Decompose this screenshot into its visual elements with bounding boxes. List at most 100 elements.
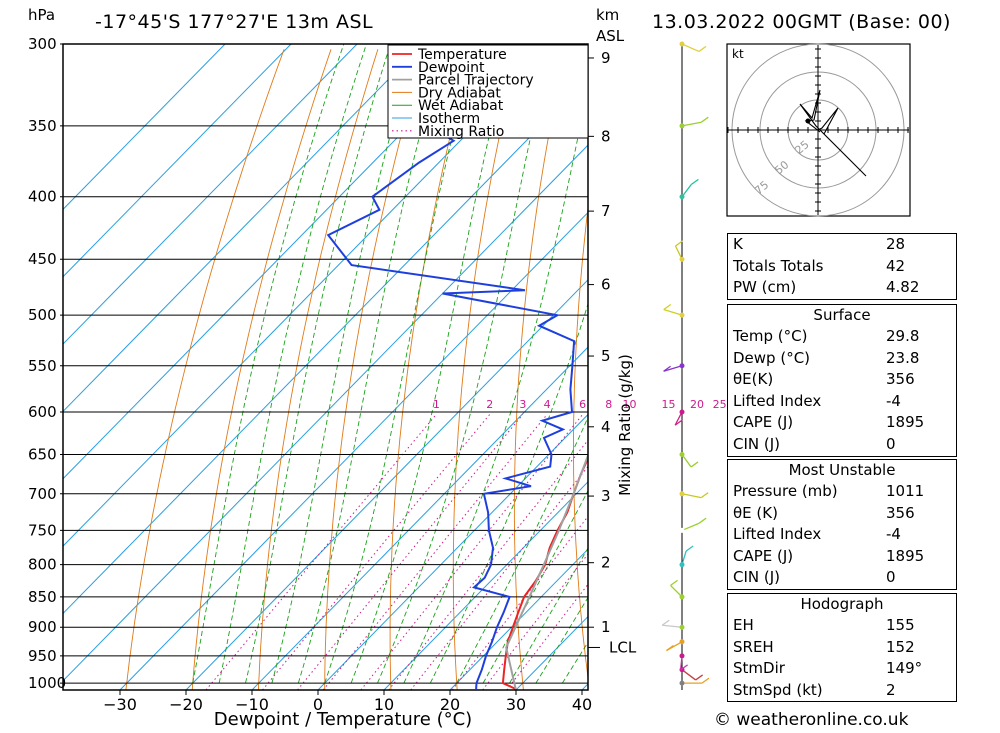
pressure-unit-label: hPa: [28, 6, 55, 24]
legend-entry: Parcel Trajectory: [418, 73, 534, 89]
dry-adiabat-line: [686, 49, 722, 690]
dry-adiabat-line: [631, 49, 660, 690]
mu-theta-value: 356: [886, 503, 915, 522]
legend-entry: Dewpoint: [418, 60, 485, 76]
wind-barb-flag: [675, 240, 683, 247]
wet-adiabat-line: [245, 44, 391, 684]
wind-barb-flag: [698, 45, 707, 52]
isotherm-line: [63, 144, 588, 682]
location-title: -17°45'S 177°27'E 13m ASL: [95, 11, 373, 33]
isotherm-line: [449, 548, 588, 690]
isotherm-line: [63, 44, 424, 413]
mu-li-value: -4: [886, 525, 901, 544]
mu-cin-value: 0: [886, 568, 896, 587]
surface-temp-value: 29.8: [886, 327, 920, 345]
temperature-line: [501, 456, 588, 690]
x-tick-label: 20: [440, 695, 460, 714]
surface-cape-value: 1895: [886, 413, 925, 432]
legend-entry: Dry Adiabat: [418, 85, 501, 101]
mu-cin-label: CIN (J): [733, 568, 781, 587]
wet-adiabat-line: [456, 416, 588, 684]
dry-adiabat-line: [452, 49, 520, 690]
wet-adiabat-line: [509, 547, 588, 684]
wind-barb-flag: [700, 116, 709, 123]
k-value: 28: [886, 235, 906, 253]
wind-level-dot: [679, 653, 685, 659]
mixing-ratio-line: [322, 414, 548, 690]
wind-barb-flag: [701, 677, 710, 684]
pressure-tick-label: 350: [28, 117, 57, 135]
wind-barb-flag: [690, 461, 699, 468]
dry-adiabat-line: [389, 49, 473, 690]
mixing-ratio-tick-label: 6: [579, 398, 586, 411]
mixing-ratio-tick-label: 20: [690, 398, 704, 411]
sreh-value: 152: [886, 637, 915, 656]
wind-barb-flag: [680, 664, 688, 671]
surface-temp-label: Temp (°C): [733, 327, 808, 345]
surface-dewp-value: 23.8: [886, 348, 920, 367]
dry-adiabat-line: [191, 49, 332, 690]
surface-table: Surface Temp (°C) 29.8 Dewp (°C) 23.8 θE(K…: [727, 304, 957, 457]
axis-labels: 1 2 3 4 6 8 10 15 20 2530035040045050055060065070…: [28, 35, 727, 714]
pw-value: 4.82: [886, 278, 920, 297]
wet-adiabat-line: [192, 44, 345, 684]
totals-totals-value: 42: [886, 256, 906, 275]
dewpoint-line: [326, 44, 576, 690]
legend-entry: Mixing Ratio: [418, 124, 504, 140]
isotherm-line: [63, 44, 292, 278]
wind-barb-flag: [691, 178, 699, 185]
mu-cape-value: 1895: [886, 546, 925, 565]
height-tick-label: 5: [601, 347, 611, 365]
height-tick-label: 9: [601, 49, 611, 67]
pressure-tick-label: 750: [28, 521, 57, 539]
height-tick-label: 1: [601, 618, 611, 636]
x-tick-label: 0: [313, 695, 323, 714]
wind-level-dot: [679, 624, 685, 630]
wind-level-dot: [679, 363, 685, 369]
wet-adiabat-line: [218, 44, 367, 684]
height-tick-label: 7: [601, 202, 611, 220]
wind-barb: [670, 584, 683, 598]
height-tick-label: 2: [601, 554, 611, 572]
pressure-tick-label: 850: [28, 588, 57, 606]
wind-barb: [681, 121, 702, 127]
wind-level-dot: [679, 451, 685, 457]
x-tick-label: −10: [235, 695, 269, 714]
stmdir-value: 149°: [886, 659, 923, 678]
wind-level-dot: [679, 594, 685, 600]
wind-level-dot: [679, 409, 685, 415]
isotherm-line: [63, 77, 588, 615]
wind-level-dot: [679, 491, 685, 497]
surface-cin-value: 0: [886, 434, 896, 453]
height-tick-label: 6: [601, 276, 611, 294]
eh-label: EH: [733, 616, 754, 634]
isotherm-line: [63, 44, 358, 345]
wind-barb: [663, 365, 683, 372]
height-tick-label: 3: [601, 487, 611, 505]
wind-barb: [681, 43, 700, 53]
wet-adiabat-line: [297, 44, 446, 684]
x-tick-label: −20: [169, 695, 203, 714]
wind-level-dot: [679, 680, 685, 686]
surface-cape-label: CAPE (J): [733, 413, 794, 432]
copyright-link[interactable]: © weatheronline.co.uk: [714, 710, 909, 730]
wind-barb: [681, 493, 702, 499]
wind-barb: [681, 522, 700, 532]
dry-adiabat-line: [125, 49, 285, 690]
hodograph-storm-motion-dot: [805, 118, 811, 124]
isotherm-line: [119, 211, 588, 690]
mixing-ratio-line: [388, 439, 588, 690]
wind-barb: [681, 669, 697, 681]
x-tick-label: 30: [506, 695, 526, 714]
mu-pressure-value: 1011: [886, 482, 925, 500]
dry-adiabat-lines: [125, 49, 722, 690]
mixing-ratio-tick-label: 8: [605, 398, 612, 411]
wind-barb: [663, 308, 683, 316]
mixing-ratio-axis-title: Mixing Ratio (g/kg): [616, 354, 634, 496]
mixing-ratio-line: [360, 414, 583, 690]
pressure-tick-label: 700: [28, 485, 57, 503]
surface-title: Surface: [813, 306, 871, 324]
surface-li-value: -4: [886, 391, 901, 410]
wind-barb: [681, 454, 692, 468]
